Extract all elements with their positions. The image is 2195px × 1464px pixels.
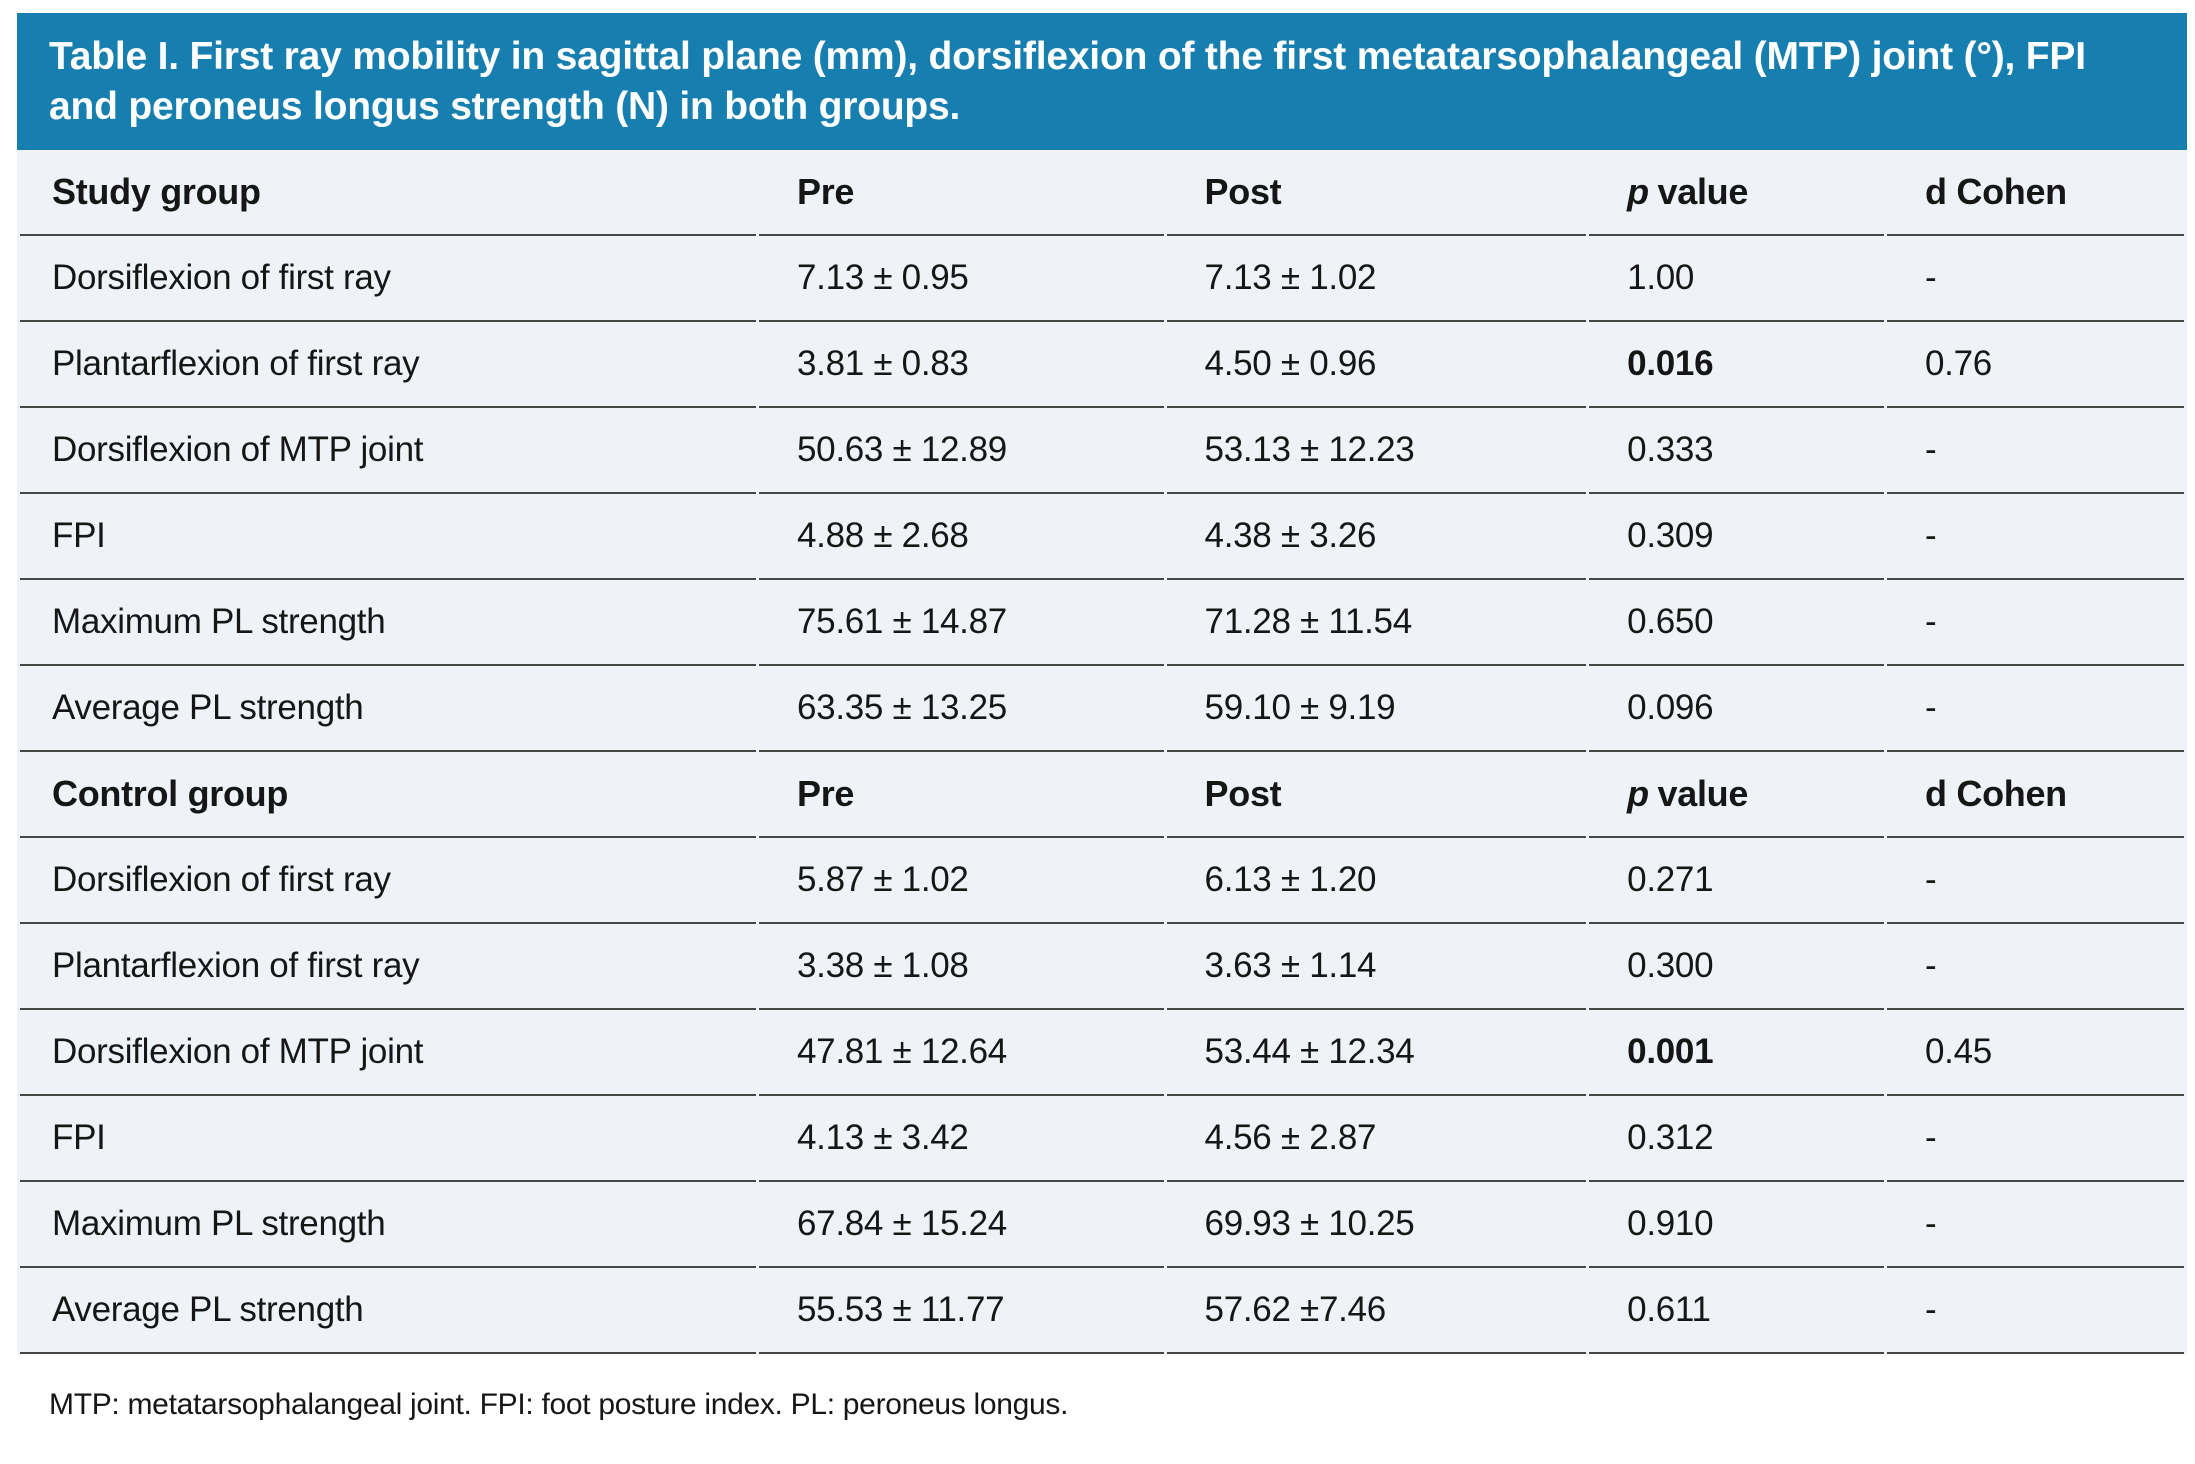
post-value: 53.13 ± 12.23 (1166, 408, 1587, 494)
table-row: Dorsiflexion of first ray 5.87 ± 1.02 6.… (20, 838, 2184, 924)
row-label: Maximum PL strength (20, 1182, 756, 1268)
post-value: 4.56 ± 2.87 (1166, 1096, 1587, 1182)
table-footnote: MTP: metatarsophalangeal joint. FPI: foo… (49, 1388, 1069, 1421)
table-row: Average PL strength 55.53 ± 11.77 57.62 … (20, 1268, 2184, 1354)
table-row: Maximum PL strength 67.84 ± 15.24 69.93 … (20, 1182, 2184, 1268)
d-cohen-value: - (1886, 236, 2184, 322)
col-header-d-cohen: d Cohen (1886, 150, 2184, 236)
col-header-post: Post (1166, 150, 1587, 236)
post-value: 4.38 ± 3.26 (1166, 494, 1587, 580)
pre-value: 55.53 ± 11.77 (758, 1268, 1164, 1354)
post-value: 57.62 ±7.46 (1166, 1268, 1587, 1354)
col-header-p-value: p value (1589, 150, 1884, 236)
row-label: FPI (20, 494, 756, 580)
d-cohen-value: - (1886, 1268, 2184, 1354)
table-row: Plantarflexion of first ray 3.81 ± 0.83 … (20, 322, 2184, 408)
d-cohen-value: 0.45 (1886, 1010, 2184, 1096)
p-italic: p (1627, 773, 1649, 814)
p-value: 0.611 (1589, 1268, 1884, 1354)
pre-value: 47.81 ± 12.64 (758, 1010, 1164, 1096)
d-cohen-value: - (1886, 580, 2184, 666)
row-label: Plantarflexion of first ray (20, 322, 756, 408)
d-cohen-value: - (1886, 408, 2184, 494)
d-cohen-value: 0.76 (1886, 322, 2184, 408)
p-value: 0.333 (1589, 408, 1884, 494)
pre-value: 75.61 ± 14.87 (758, 580, 1164, 666)
post-value: 3.63 ± 1.14 (1166, 924, 1587, 1010)
results-table: Study group Pre Post p value d Cohen Dors… (17, 150, 2187, 1354)
group-name-study: Study group (20, 150, 756, 236)
pre-value: 4.88 ± 2.68 (758, 494, 1164, 580)
p-value: 0.650 (1589, 580, 1884, 666)
row-label: Plantarflexion of first ray (20, 924, 756, 1010)
p-value: 0.309 (1589, 494, 1884, 580)
row-label: Dorsiflexion of MTP joint (20, 1010, 756, 1096)
p-value: 0.910 (1589, 1182, 1884, 1268)
d-cohen-value: - (1886, 1182, 2184, 1268)
pre-value: 5.87 ± 1.02 (758, 838, 1164, 924)
d-cohen-value: - (1886, 494, 2184, 580)
row-label: Average PL strength (20, 666, 756, 752)
col-header-d-cohen: d Cohen (1886, 752, 2184, 838)
table-title: Table I. First ray mobility in sagittal … (49, 34, 2086, 128)
table-row: Plantarflexion of first ray 3.38 ± 1.08 … (20, 924, 2184, 1010)
post-value: 59.10 ± 9.19 (1166, 666, 1587, 752)
col-header-p-value: p value (1589, 752, 1884, 838)
p-value-word: value (1657, 171, 1749, 212)
d-cohen-value: - (1886, 924, 2184, 1010)
col-header-post: Post (1166, 752, 1587, 838)
col-header-pre: Pre (758, 150, 1164, 236)
post-value: 4.50 ± 0.96 (1166, 322, 1587, 408)
control-group-section: Control group Pre Post p value d Cohen Do… (20, 752, 2184, 1354)
table-row: FPI 4.13 ± 3.42 4.56 ± 2.87 0.312 - (20, 1096, 2184, 1182)
table-row: Dorsiflexion of MTP joint 50.63 ± 12.89 … (20, 408, 2184, 494)
post-value: 69.93 ± 10.25 (1166, 1182, 1587, 1268)
row-label: Dorsiflexion of first ray (20, 838, 756, 924)
table-row: FPI 4.88 ± 2.68 4.38 ± 3.26 0.309 - (20, 494, 2184, 580)
row-label: Dorsiflexion of first ray (20, 236, 756, 322)
row-label: Dorsiflexion of MTP joint (20, 408, 756, 494)
pre-value: 63.35 ± 13.25 (758, 666, 1164, 752)
col-header-pre: Pre (758, 752, 1164, 838)
d-cohen-value: - (1886, 666, 2184, 752)
post-value: 7.13 ± 1.02 (1166, 236, 1587, 322)
p-value: 1.00 (1589, 236, 1884, 322)
p-value: 0.001 (1589, 1010, 1884, 1096)
p-value: 0.300 (1589, 924, 1884, 1010)
d-cohen-value: - (1886, 1096, 2184, 1182)
row-label: Average PL strength (20, 1268, 756, 1354)
pre-value: 3.38 ± 1.08 (758, 924, 1164, 1010)
p-value: 0.096 (1589, 666, 1884, 752)
table-row: Average PL strength 63.35 ± 13.25 59.10 … (20, 666, 2184, 752)
table-row: Dorsiflexion of first ray 7.13 ± 0.95 7.… (20, 236, 2184, 322)
pre-value: 4.13 ± 3.42 (758, 1096, 1164, 1182)
pre-value: 50.63 ± 12.89 (758, 408, 1164, 494)
group-header-row-control: Control group Pre Post p value d Cohen (20, 752, 2184, 838)
pre-value: 7.13 ± 0.95 (758, 236, 1164, 322)
table-row: Maximum PL strength 75.61 ± 14.87 71.28 … (20, 580, 2184, 666)
study-group-section: Study group Pre Post p value d Cohen Dors… (20, 150, 2184, 752)
row-label: Maximum PL strength (20, 580, 756, 666)
post-value: 53.44 ± 12.34 (1166, 1010, 1587, 1096)
table-title-banner: Table I. First ray mobility in sagittal … (17, 13, 2187, 150)
p-italic: p (1627, 171, 1649, 212)
pre-value: 3.81 ± 0.83 (758, 322, 1164, 408)
d-cohen-value: - (1886, 838, 2184, 924)
p-value-word: value (1657, 773, 1749, 814)
group-name-control: Control group (20, 752, 756, 838)
post-value: 71.28 ± 11.54 (1166, 580, 1587, 666)
table-row: Dorsiflexion of MTP joint 47.81 ± 12.64 … (20, 1010, 2184, 1096)
post-value: 6.13 ± 1.20 (1166, 838, 1587, 924)
group-header-row-study: Study group Pre Post p value d Cohen (20, 150, 2184, 236)
p-value: 0.016 (1589, 322, 1884, 408)
p-value: 0.312 (1589, 1096, 1884, 1182)
table-card: Table I. First ray mobility in sagittal … (17, 13, 2187, 1422)
row-label: FPI (20, 1096, 756, 1182)
p-value: 0.271 (1589, 838, 1884, 924)
pre-value: 67.84 ± 15.24 (758, 1182, 1164, 1268)
